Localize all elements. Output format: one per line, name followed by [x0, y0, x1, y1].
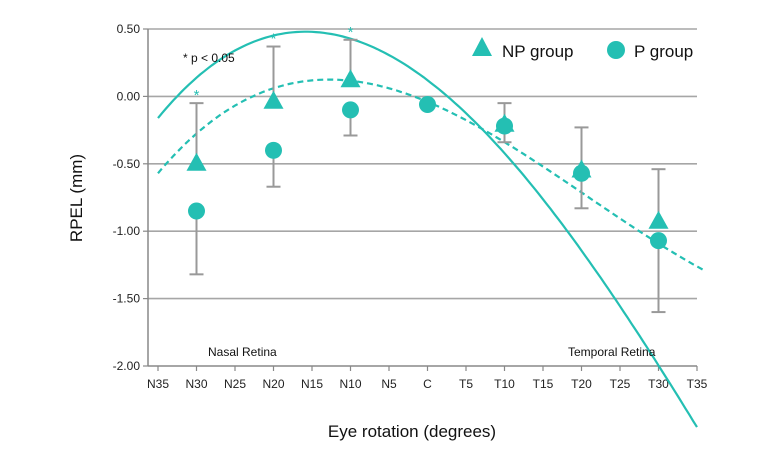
axes — [147, 29, 697, 367]
np-group-fit-curve — [157, 30, 698, 428]
y-tick-label: -1.00 — [113, 224, 141, 238]
x-tick-label: N25 — [224, 377, 246, 391]
np-group-point — [340, 69, 361, 88]
x-tick-label: C — [423, 377, 432, 391]
x-tick-label: N20 — [262, 377, 284, 391]
x-tick-label: N5 — [381, 377, 397, 391]
significance-star: * — [194, 87, 200, 104]
x-tick-label: N30 — [185, 377, 207, 391]
fit-curves — [157, 30, 706, 428]
legend: NP group P group — [472, 37, 693, 61]
x-tick-label: N35 — [147, 377, 169, 391]
legend-p-label: P group — [634, 42, 693, 61]
data-markers — [186, 69, 669, 250]
x-tick-labels: N35 N30 N25 N20 N15 N10 N5 C T5 T10 T15 T20 T25 T30 T3… — [147, 366, 708, 391]
p-group-point — [573, 164, 590, 182]
y-tick-labels: 0.50 0.00 -0.50 -1.00 -1.50 -2.00 — [113, 22, 148, 373]
x-tick-label: T30 — [648, 377, 669, 391]
x-tick-label: N15 — [301, 377, 323, 391]
significance-markers: * * * — [194, 24, 354, 104]
x-axis-title: Eye rotation (degrees) — [328, 422, 496, 441]
legend-circle-marker — [607, 41, 625, 59]
p-group-fit-curve — [157, 78, 706, 272]
x-tick-label: T10 — [494, 377, 515, 391]
p-group-point — [496, 117, 513, 135]
np-group-point — [648, 210, 669, 229]
y-tick-label: -0.50 — [113, 157, 141, 171]
x-tick-label: T20 — [571, 377, 592, 391]
y-tick-label: -1.50 — [113, 292, 141, 306]
p-group-point — [188, 202, 205, 220]
temporal-retina-label: Temporal Retina — [568, 345, 656, 359]
p-group-point — [265, 141, 282, 159]
x-tick-label: T5 — [459, 377, 473, 391]
legend-triangle-marker — [472, 37, 492, 56]
legend-np-label: NP group — [502, 42, 574, 61]
x-tick-label: T35 — [687, 377, 708, 391]
grid-lines — [148, 28, 697, 300]
np-group-point — [186, 152, 207, 171]
significance-star: * — [271, 31, 277, 48]
significance-star: * — [348, 24, 354, 41]
y-tick-label: 0.00 — [117, 89, 141, 103]
p-group-point — [419, 95, 436, 113]
p-group-point — [650, 232, 667, 250]
x-tick-label: N10 — [339, 377, 361, 391]
y-tick-label: -2.00 — [113, 359, 141, 373]
x-tick-label: T15 — [533, 377, 554, 391]
x-tick-label: T25 — [610, 377, 631, 391]
y-tick-label: 0.50 — [117, 22, 141, 36]
p-group-point — [342, 101, 359, 119]
nasal-retina-label: Nasal Retina — [208, 345, 277, 359]
y-axis-title: RPEL (mm) — [67, 154, 86, 242]
significance-note: * p < 0.05 — [183, 51, 235, 65]
np-group-point — [263, 90, 284, 109]
